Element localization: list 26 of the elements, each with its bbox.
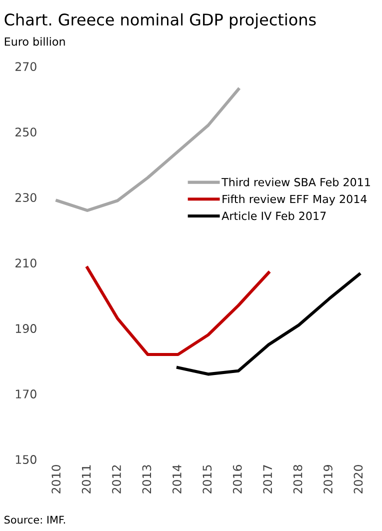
y-tick-label: 270 bbox=[15, 62, 36, 72]
y-tick-label: 230 bbox=[15, 193, 36, 202]
x-tick-label: 2012 bbox=[112, 465, 121, 494]
y-tick-label: 250 bbox=[15, 128, 36, 137]
y-tick-label: 150 bbox=[16, 455, 36, 464]
x-tick-label: 2016 bbox=[232, 464, 242, 494]
source-note: Source: IMF. bbox=[4, 516, 65, 524]
x-tick-label: 2020 bbox=[354, 464, 363, 494]
line-series bbox=[86, 266, 270, 356]
y-tick-label: 170 bbox=[16, 390, 36, 398]
y-tick-label: 190 bbox=[16, 324, 36, 333]
legend-label: Fifth review EFF May 2014 bbox=[222, 194, 367, 206]
x-tick-label: 2015 bbox=[202, 465, 212, 494]
x-tick-label: 2010 bbox=[52, 464, 61, 494]
x-tick-label: 2017 bbox=[263, 465, 272, 494]
x-tick-label: 2011 bbox=[82, 465, 91, 494]
legend-label: Article IV Feb 2017 bbox=[222, 211, 326, 220]
x-tick-label: 2014 bbox=[172, 464, 182, 494]
y-axis-title: Euro billion bbox=[4, 37, 65, 46]
x-tick-label: 2013 bbox=[142, 465, 152, 494]
x-tick-label: 2019 bbox=[324, 465, 332, 494]
legend-label: Third review SBA Feb 2011 bbox=[222, 178, 370, 186]
line-series bbox=[176, 272, 361, 376]
chart-title: Chart. Greece nominal GDP projections bbox=[4, 13, 316, 29]
y-tick-label: 210 bbox=[15, 258, 36, 268]
x-tick-label: 2018 bbox=[293, 464, 302, 494]
